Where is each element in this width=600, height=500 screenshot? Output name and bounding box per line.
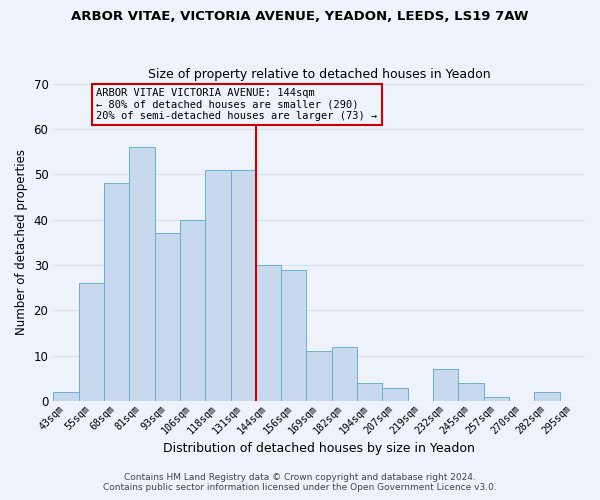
Bar [180,220,205,401]
Bar [104,184,129,401]
Title: Size of property relative to detached houses in Yeadon: Size of property relative to detached ho… [148,68,490,81]
Text: ARBOR VITAE VICTORIA AVENUE: 144sqm
← 80% of detached houses are smaller (290)
2: ARBOR VITAE VICTORIA AVENUE: 144sqm ← 80… [97,88,377,122]
Bar [458,383,484,401]
Y-axis label: Number of detached properties: Number of detached properties [15,150,28,336]
Bar [281,270,307,401]
Bar [307,351,332,401]
Bar [382,388,408,401]
Text: Contains HM Land Registry data © Crown copyright and database right 2024.
Contai: Contains HM Land Registry data © Crown c… [103,473,497,492]
Bar [155,234,180,401]
Bar [256,265,281,401]
Bar [535,392,560,401]
Bar [332,346,357,401]
Bar [433,370,458,401]
Bar [205,170,230,401]
Bar [53,392,79,401]
Bar [129,147,155,401]
Bar [357,383,382,401]
Bar [79,283,104,401]
Text: ARBOR VITAE, VICTORIA AVENUE, YEADON, LEEDS, LS19 7AW: ARBOR VITAE, VICTORIA AVENUE, YEADON, LE… [71,10,529,23]
Bar [230,170,256,401]
Bar [484,396,509,401]
X-axis label: Distribution of detached houses by size in Yeadon: Distribution of detached houses by size … [163,442,475,455]
